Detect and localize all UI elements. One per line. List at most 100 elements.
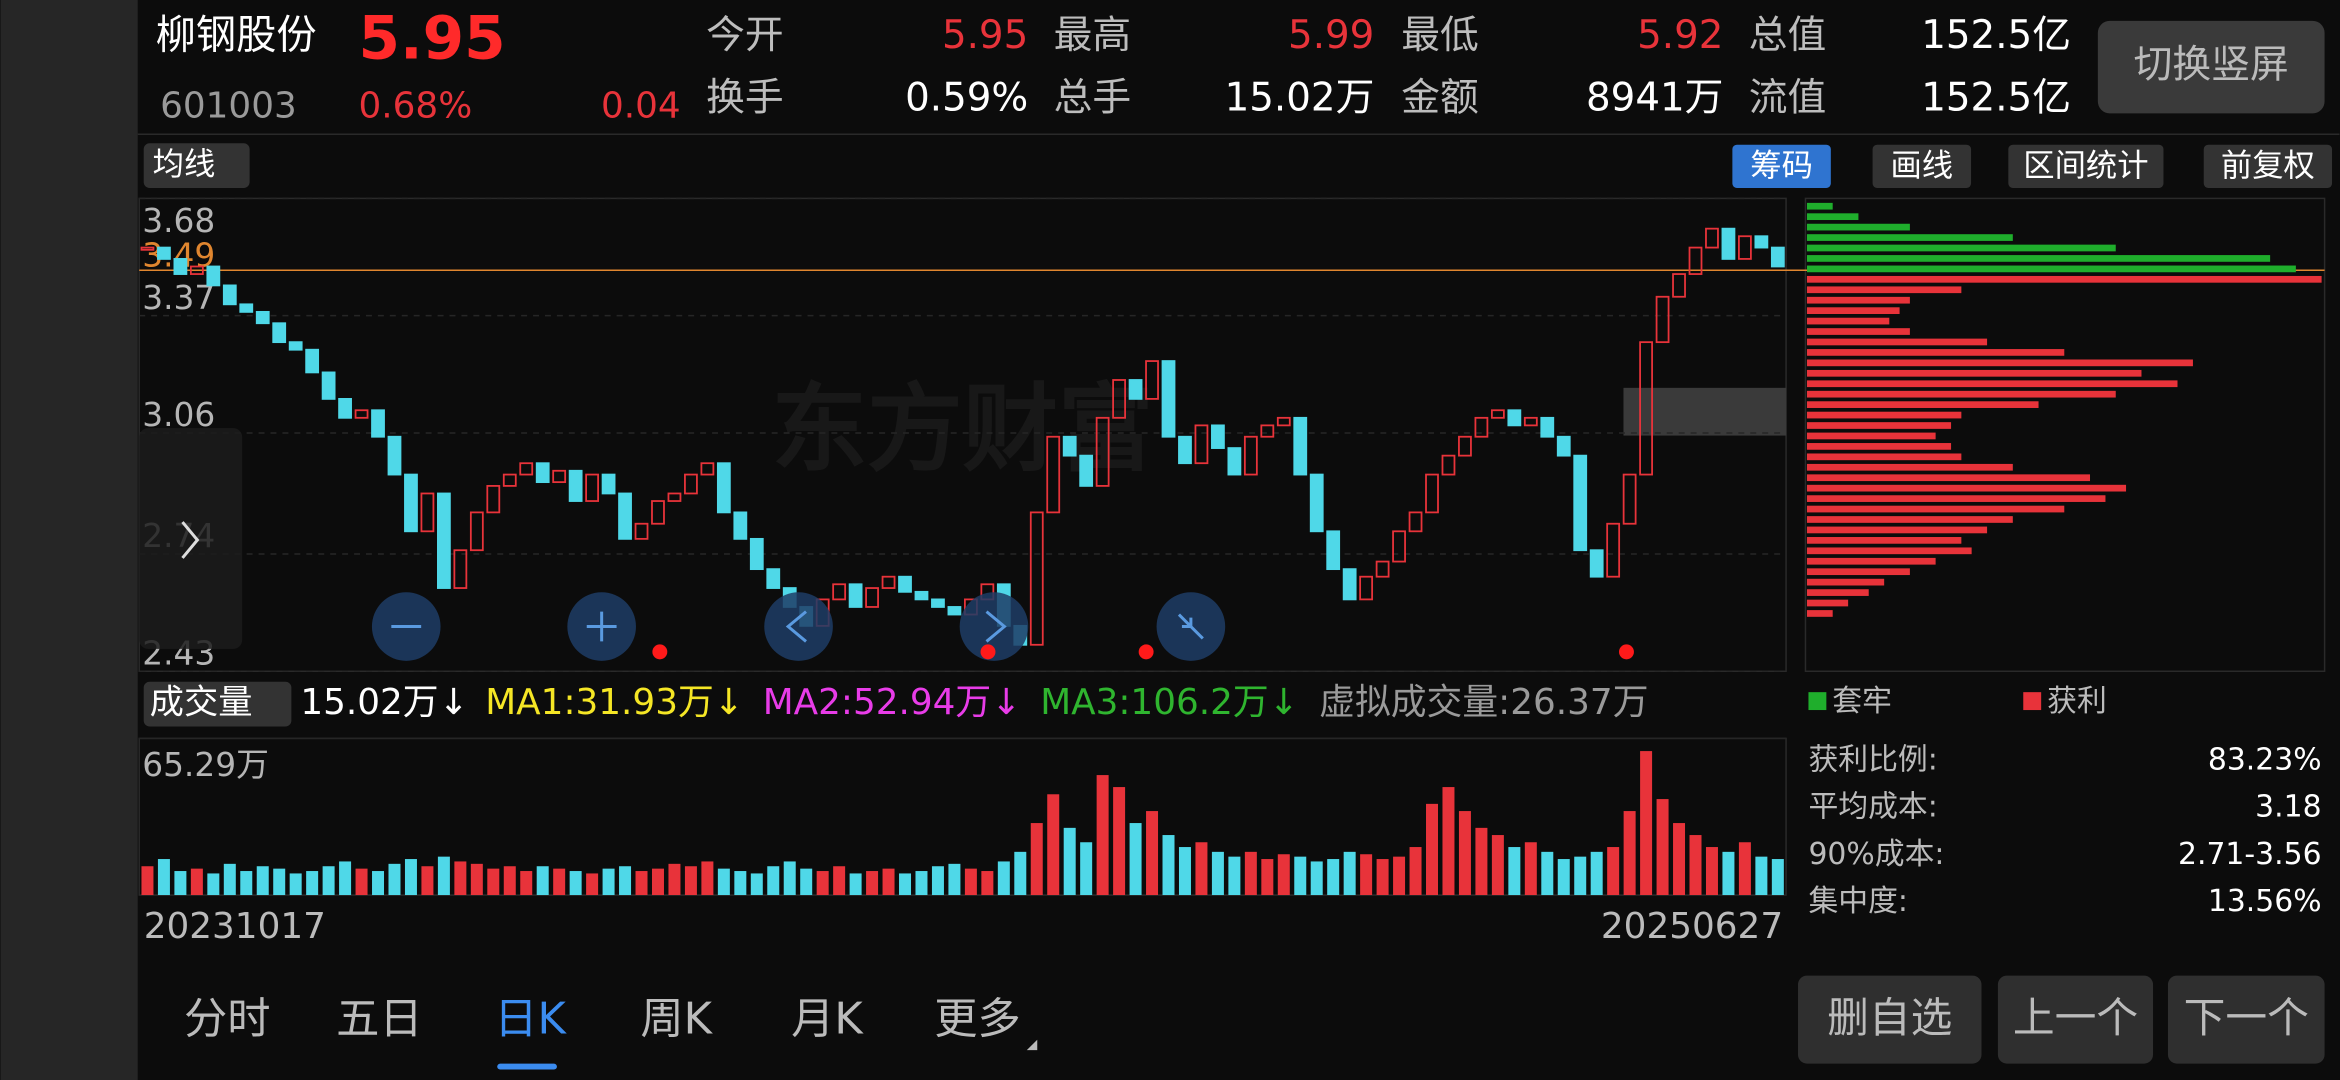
stat-label: 总值 [1749,13,1827,58]
event-dot [652,644,668,660]
chip-bar [1806,568,1910,576]
candle [766,568,781,589]
ma-menu[interactable] [143,143,250,188]
candle [469,511,484,552]
tab-underline [497,1063,557,1070]
volume-bar [553,868,566,896]
candle [1079,454,1094,487]
rotate-button[interactable] [2097,20,2325,114]
period-tab[interactable]: 分时 [184,994,271,1044]
candle [1095,416,1110,487]
tool-label: 画线 [1891,148,1954,184]
side-arrow [181,521,200,559]
tool-label: 区间统计 [2023,148,2148,184]
chip-stat-label: 平均成本: [1808,790,1937,825]
chip-bar [1806,265,2296,273]
candle [1655,295,1670,344]
candle [700,462,715,476]
candle [601,473,616,495]
candle [1375,560,1390,578]
volume-bar [322,866,335,896]
ma-menu-label: 均线 [153,147,216,183]
period-tab[interactable]: 日K [494,994,567,1044]
last-price: 5.95 [359,4,506,73]
volume-bar [1541,851,1554,896]
tool-button[interactable] [1872,144,1972,188]
tool-button[interactable] [2008,144,2164,188]
stat-label: 最低 [1401,13,1479,58]
stat-label: 最高 [1054,13,1132,58]
period-tab[interactable]: 月K [791,994,864,1044]
side-toggle[interactable] [139,428,243,649]
y-tick-label: 3.68 [142,202,215,240]
zoom-icon [985,610,1007,643]
volume-menu[interactable] [143,681,292,727]
period-tab[interactable]: 五日 [336,994,423,1044]
chip-bar [1806,599,1849,607]
zoom-control[interactable] [959,592,1029,661]
volume-bar [602,868,615,896]
candle [1672,273,1686,298]
chip-bar [1806,589,1869,596]
candle [1276,416,1291,427]
volume-bar [1096,775,1109,896]
volume-bar [1113,787,1126,896]
candle [865,587,879,608]
candle [1227,447,1242,476]
tool-button[interactable] [1732,144,1831,188]
volume-bar [1673,823,1686,896]
candle [1408,511,1423,533]
candle [535,462,550,484]
chip-bar [1806,432,1936,440]
candle [651,500,665,525]
chip-frame [1804,197,2326,673]
zoom-icon [785,610,807,643]
stat-label: 今开 [706,13,784,58]
candle [1392,530,1406,563]
volume-bar [1376,859,1389,896]
candle [684,473,698,495]
chip-bar [1806,380,2178,388]
chip-bar [1806,234,2013,241]
event-dot [980,644,996,660]
volume-bar [783,861,796,896]
action-button[interactable] [1997,975,2154,1064]
chip-bar [1806,578,1885,586]
x-label-start: 20231017 [144,906,326,947]
chip-bar [1806,401,2039,408]
action-button[interactable] [2167,975,2325,1064]
volume-legend: 15.02万↓ [300,682,468,723]
chip-bar [1806,505,2065,513]
chip-bar [1806,369,2142,377]
action-label: 删自选 [1827,993,1952,1042]
chip-bar [1806,317,1890,325]
volume-bar [1491,835,1504,896]
candle [288,341,303,351]
candle [914,590,929,601]
zoom-icon [586,611,617,642]
zoom-control[interactable] [764,592,833,661]
volume-bar [1047,794,1060,896]
tool-button[interactable] [2203,144,2333,188]
change-pct: 0.68% [359,85,473,126]
stat-label: 换手 [706,75,784,120]
chip-bar [1806,307,1900,315]
volume-bar [635,871,648,896]
candle [1523,416,1538,427]
chip-bar [1806,516,2013,523]
period-tab[interactable]: 更多 [934,994,1021,1044]
candle [1309,473,1324,533]
volume-bar [1178,847,1191,896]
candle [1556,435,1571,457]
period-tab[interactable]: 周K [640,994,713,1044]
action-button[interactable] [1798,975,1982,1064]
candle [716,462,731,514]
volume-tick-label: 65.29万 [142,746,269,784]
volume-bar [1738,842,1751,896]
volume-bar [520,871,533,896]
volume-bar [223,863,236,896]
candle [140,246,155,251]
volume-bar [289,873,302,896]
chip-stat-value: 2.71-3.56 [2178,837,2322,872]
